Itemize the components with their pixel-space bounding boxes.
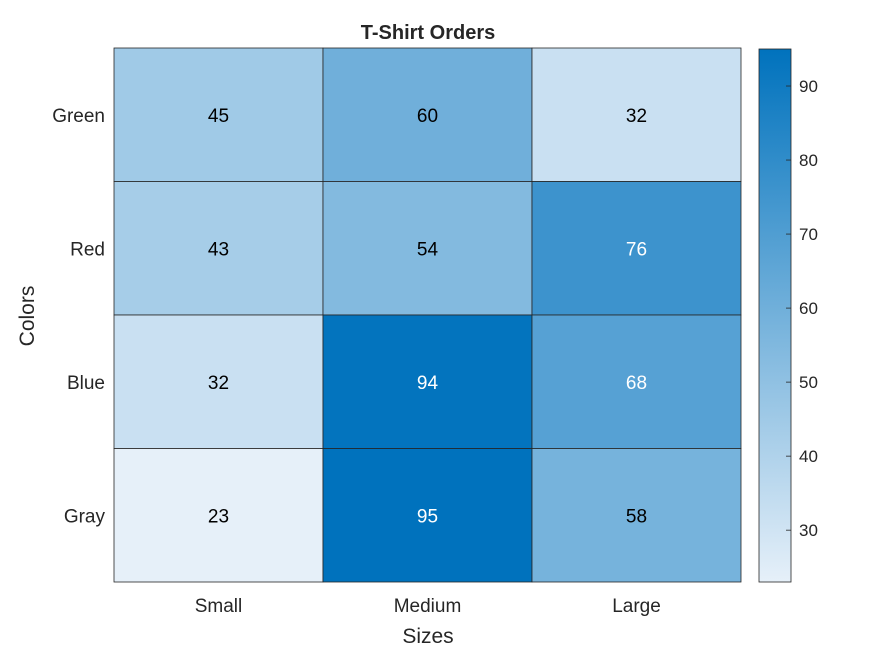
cell-value-label: 43 xyxy=(208,239,229,260)
cell-value-label: 60 xyxy=(417,106,438,127)
colorbar: 30 40 50 60 70 80 90 xyxy=(758,48,818,583)
cell-value-label: 76 xyxy=(626,239,647,260)
y-axis-tick-labels: Green Red Blue Gray xyxy=(52,106,105,528)
heatmap-cells: 45 60 32 43 54 76 32 94 68 23 95 58 xyxy=(113,47,742,583)
heatmap-cell xyxy=(531,448,742,583)
y-tick-label: Gray xyxy=(64,506,106,527)
cell-value-label: 58 xyxy=(626,506,647,527)
cell-value-label: 32 xyxy=(208,373,229,394)
cell-value-label: 54 xyxy=(417,239,439,260)
cell-value-label: 95 xyxy=(417,506,438,527)
heatmap-cell xyxy=(531,47,742,182)
heatmap-cell xyxy=(322,47,533,182)
y-tick-label: Green xyxy=(52,106,105,127)
y-axis-label: Colors xyxy=(16,286,39,347)
heatmap-cell xyxy=(113,314,324,449)
cell-value-label: 32 xyxy=(626,106,647,127)
y-tick-label: Blue xyxy=(67,373,105,394)
heatmap-cell xyxy=(322,181,533,316)
cell-value-label: 23 xyxy=(208,506,229,527)
x-tick-label: Large xyxy=(612,596,661,617)
heatmap-cell xyxy=(113,448,324,583)
x-tick-label: Small xyxy=(195,596,243,617)
colorbar-tick-label: 60 xyxy=(799,299,818,318)
y-tick-label: Red xyxy=(70,239,105,260)
heatmap-cell xyxy=(113,47,324,182)
colorbar-tick-label: 80 xyxy=(799,151,818,170)
cell-value-label: 68 xyxy=(626,373,647,394)
colorbar-tick-label: 50 xyxy=(799,373,818,392)
chart-title: T-Shirt Orders xyxy=(361,22,495,44)
heatmap-cell xyxy=(531,181,742,316)
colorbar-tick-label: 30 xyxy=(799,521,818,540)
x-tick-label: Medium xyxy=(394,596,462,617)
cell-value-label: 45 xyxy=(208,106,229,127)
x-axis-tick-labels: Small Medium Large xyxy=(195,596,661,617)
colorbar-tick-label: 90 xyxy=(799,77,818,96)
heatmap-cell xyxy=(322,314,533,449)
colorbar-tick-label: 70 xyxy=(799,225,818,244)
colorbar-tick-label: 40 xyxy=(799,447,818,466)
x-axis-label: Sizes xyxy=(402,625,453,648)
colorbar-gradient xyxy=(758,48,792,583)
cell-value-label: 94 xyxy=(417,373,439,394)
heatmap-cell xyxy=(113,181,324,316)
